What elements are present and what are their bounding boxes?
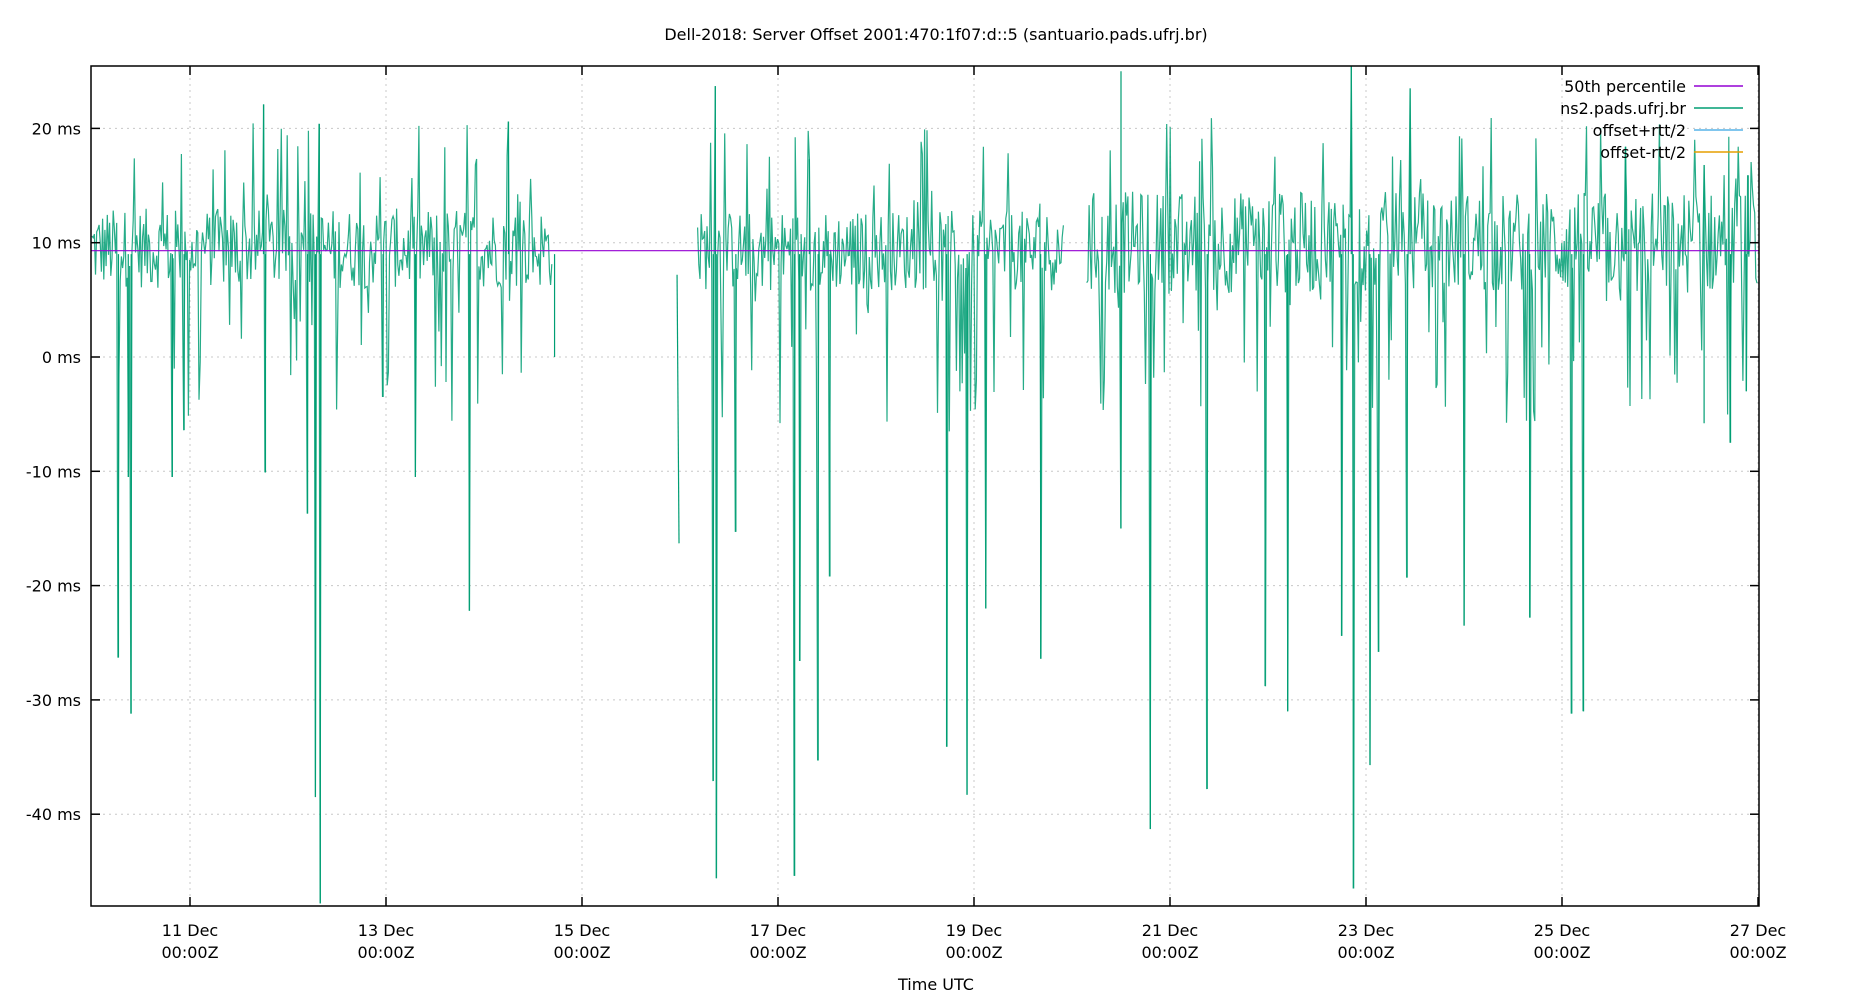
x-tick-label-date: 19 Dec — [946, 921, 1002, 940]
x-tick-label-time: 00:00Z — [161, 943, 218, 962]
plot-data — [91, 66, 1759, 904]
x-tick-label-time: 00:00Z — [945, 943, 1002, 962]
x-tick-label-date: 17 Dec — [750, 921, 806, 940]
x-tick-label-time: 00:00Z — [749, 943, 806, 962]
x-tick-label-time: 00:00Z — [357, 943, 414, 962]
series-isolated — [676, 274, 680, 544]
legend-item: 50th percentile — [1564, 77, 1743, 96]
y-tick-label: 0 ms — [42, 348, 81, 367]
y-axis: 20 ms 10 ms 0 ms -10 ms -20 ms -30 ms -40 ms — [26, 119, 1759, 824]
y-tick-label: -30 ms — [26, 691, 81, 710]
series-line-ns2 — [91, 104, 553, 904]
series-line-ns2 — [1086, 66, 1758, 889]
x-tick-label-date: 23 Dec — [1338, 921, 1394, 940]
x-tick-label-date: 27 Dec — [1730, 921, 1786, 940]
x-tick-label-date: 21 Dec — [1142, 921, 1198, 940]
legend-label: ns2.pads.ufrj.br — [1560, 99, 1686, 118]
x-tick-label-time: 00:00Z — [1141, 943, 1198, 962]
legend-item: ns2.pads.ufrj.br — [1560, 99, 1743, 118]
legend-label: offset-rtt/2 — [1600, 143, 1686, 162]
y-tick-label: -20 ms — [26, 577, 81, 596]
plot-frame — [90, 65, 1760, 907]
y-tick-label: -40 ms — [26, 805, 81, 824]
x-axis: 11 Dec 00:00Z 13 Dec 00:00Z 15 Dec 00:00Z 17 D… — [161, 66, 1787, 962]
legend-item: offset-rtt/2 — [1600, 143, 1743, 162]
y-tick-label: 20 ms — [32, 119, 81, 138]
x-tick-label-time: 00:00Z — [1533, 943, 1590, 962]
legend-label: 50th percentile — [1564, 77, 1686, 96]
x-tick-label-date: 13 Dec — [358, 921, 414, 940]
y-tick-label: 10 ms — [32, 234, 81, 253]
x-tick-label-time: 00:00Z — [1729, 943, 1786, 962]
chart-title: Dell-2018: Server Offset 2001:470:1f07:d… — [664, 25, 1207, 44]
x-tick-label-time: 00:00Z — [553, 943, 610, 962]
x-tick-label-date: 11 Dec — [162, 921, 218, 940]
x-tick-label-date: 15 Dec — [554, 921, 610, 940]
x-tick-label-date: 25 Dec — [1534, 921, 1590, 940]
legend-label: offset+rtt/2 — [1593, 121, 1686, 140]
y-tick-label: -10 ms — [26, 462, 81, 481]
series-line-ns2 — [697, 86, 1064, 879]
legend-item: offset+rtt/2 — [1593, 121, 1743, 140]
x-axis-label: Time UTC — [897, 975, 974, 994]
x-tick-label-time: 00:00Z — [1337, 943, 1394, 962]
legend: 50th percentile ns2.pads.ufrj.br offset+rt… — [1560, 77, 1743, 162]
